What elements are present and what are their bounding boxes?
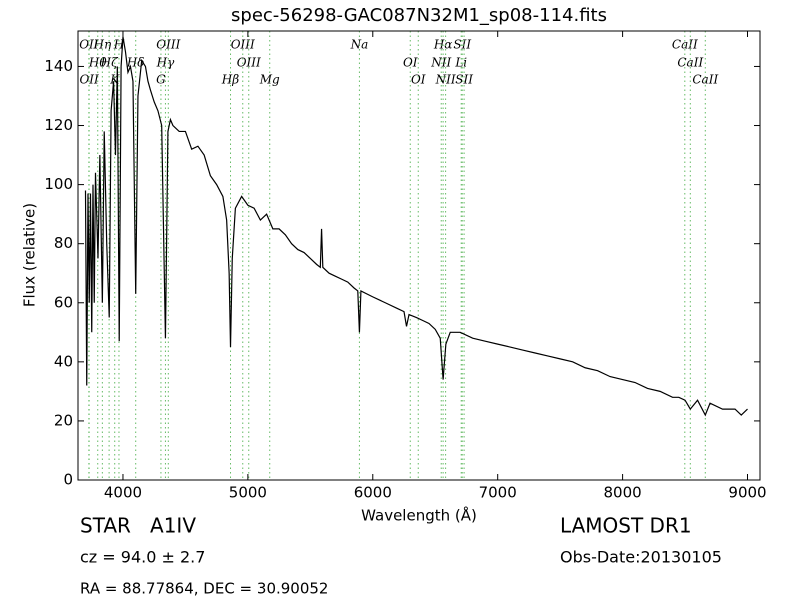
spectral-line-label: K — [109, 73, 120, 87]
y-tick-label: 120 — [44, 116, 73, 134]
y-tick-label: 0 — [63, 471, 73, 489]
annotation: Obs-Date:20130105 — [560, 548, 722, 567]
y-tick-label: 40 — [54, 352, 73, 370]
spectral-line-label: OIII — [237, 56, 261, 70]
spectral-line-label: Li — [454, 56, 467, 70]
x-tick-label: 4000 — [104, 484, 142, 502]
y-tick-label: 100 — [44, 175, 73, 193]
y-tick-label: 140 — [44, 57, 73, 75]
spectral-line-label: Hζ — [100, 56, 119, 70]
spectral-line-label: NII — [430, 56, 451, 70]
annotation: STAR A1IV — [80, 514, 196, 538]
x-tick-label: 6000 — [354, 484, 392, 502]
y-tick-label: 20 — [54, 411, 73, 429]
spectral-line-label: OII — [79, 73, 99, 87]
spectrum-line — [84, 36, 748, 417]
spectral-line-label: CaII — [677, 56, 703, 70]
y-tick-label: 80 — [54, 234, 73, 252]
x-tick-label: 8000 — [604, 484, 642, 502]
spectral-line-label: Hη — [93, 38, 112, 52]
x-axis-label: Wavelength (Å) — [361, 506, 477, 525]
x-tick-label: 9000 — [728, 484, 766, 502]
spectral-line-label: NII — [435, 73, 456, 87]
chart-title: spec-56298-GAC087N32M1_sp08-114.fits — [231, 5, 607, 26]
x-tick-label: 5000 — [229, 484, 267, 502]
spectral-line-label: CaII — [692, 73, 718, 87]
annotation: RA = 88.77864, DEC = 30.90052 — [80, 580, 328, 598]
spectral-line-label: Hα — [433, 38, 453, 52]
spectral-line-label: SII — [453, 38, 471, 52]
annotation: cz = 94.0 ± 2.7 — [80, 548, 205, 567]
spectral-line-label: G — [156, 73, 166, 87]
y-axis-label: Flux (relative) — [21, 203, 39, 307]
spectral-line-label: Na — [350, 38, 369, 52]
x-tick-label: 7000 — [479, 484, 517, 502]
annotation: LAMOST DR1 — [560, 514, 692, 538]
spectral-line-label: OIII — [231, 38, 255, 52]
spectral-line-label: OI — [411, 73, 426, 87]
spectral-line-label: OIII — [156, 38, 180, 52]
spectral-line-label: Hβ — [221, 73, 239, 87]
y-tick-label: 60 — [54, 293, 73, 311]
spectral-line-label: Hγ — [156, 56, 175, 70]
plot-frame — [77, 30, 761, 481]
spectral-line-label: SII — [455, 73, 473, 87]
spectral-line-label: CaII — [672, 38, 698, 52]
spectral-line-label: OI — [403, 56, 418, 70]
spectral-line-label: Mg — [259, 73, 280, 87]
